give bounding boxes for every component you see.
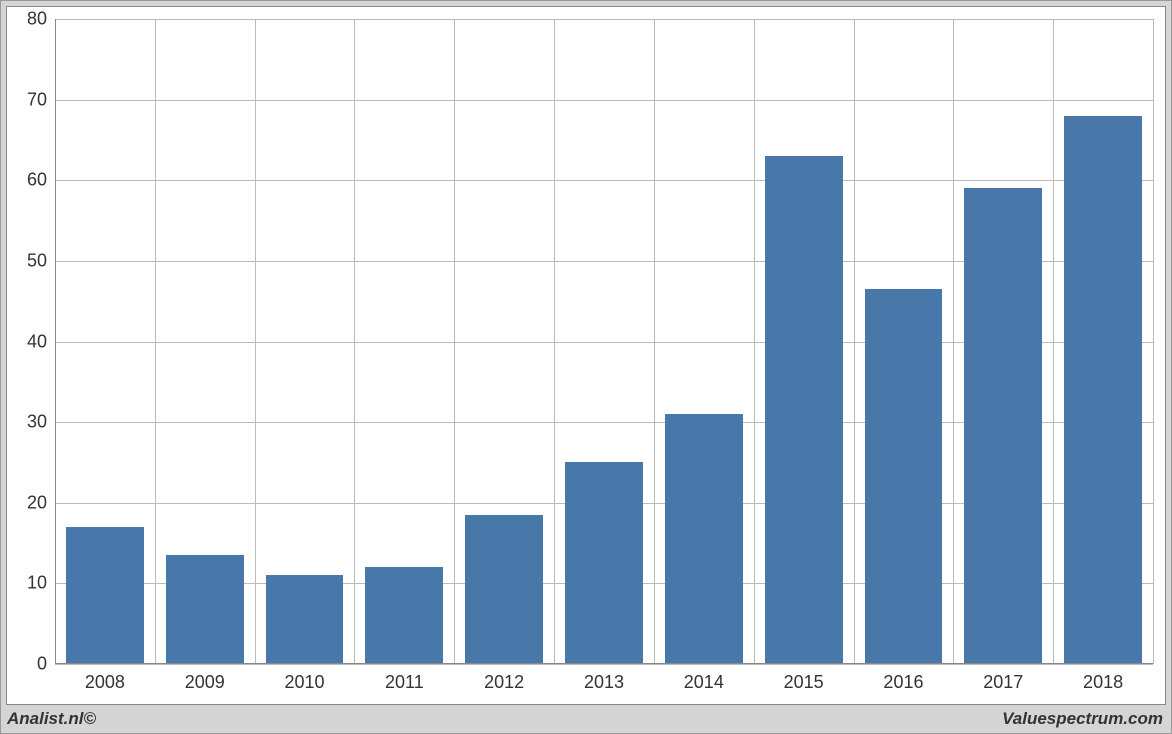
bar — [465, 515, 543, 664]
bar — [665, 414, 743, 664]
gridline-v — [155, 19, 156, 664]
y-tick-label: 40 — [27, 331, 47, 352]
x-tick-label: 2010 — [285, 672, 325, 693]
y-tick-label: 50 — [27, 250, 47, 271]
x-tick-label: 2018 — [1083, 672, 1123, 693]
x-tick-label: 2015 — [784, 672, 824, 693]
y-tick-label: 30 — [27, 412, 47, 433]
x-tick-label: 2016 — [883, 672, 923, 693]
bar — [964, 188, 1042, 664]
y-tick-label: 80 — [27, 9, 47, 30]
x-tick-label: 2008 — [85, 672, 125, 693]
gridline-h — [55, 100, 1153, 101]
x-axis-line — [55, 663, 1153, 664]
gridline-h — [55, 19, 1153, 20]
plot-area: 0102030405060708020082009201020112012201… — [55, 19, 1153, 664]
y-tick-label: 10 — [27, 573, 47, 594]
x-tick-label: 2009 — [185, 672, 225, 693]
x-tick-label: 2013 — [584, 672, 624, 693]
x-tick-label: 2011 — [385, 672, 424, 693]
gridline-v — [255, 19, 256, 664]
chart-container: 0 10 20 30 40 50 60 70 80 2008 2009 2010 2011 2012 201… — [6, 6, 1166, 705]
gridline-v — [854, 19, 855, 664]
gridline-v — [953, 19, 954, 664]
x-tick-label: 2017 — [983, 672, 1023, 693]
gridline-v — [554, 19, 555, 664]
x-tick-label: 2012 — [484, 672, 524, 693]
gridline-v — [654, 19, 655, 664]
y-tick-label: 20 — [27, 492, 47, 513]
bar — [266, 575, 344, 664]
y-tick-label: 0 — [37, 654, 47, 675]
gridline-v — [754, 19, 755, 664]
gridline-v — [1053, 19, 1054, 664]
gridline-v — [454, 19, 455, 664]
bar — [565, 462, 643, 664]
y-axis-line — [55, 19, 56, 664]
bar — [166, 555, 244, 664]
footer-right-credit: Valuespectrum.com — [1002, 709, 1163, 729]
bar — [365, 567, 443, 664]
y-tick-label: 60 — [27, 170, 47, 191]
footer-left-credit: Analist.nl© — [7, 709, 96, 729]
gridline-h — [55, 180, 1153, 181]
gridline-h — [55, 664, 1153, 665]
x-tick-label: 2014 — [684, 672, 724, 693]
gridline-v — [354, 19, 355, 664]
bar — [1064, 116, 1142, 664]
bar — [765, 156, 843, 664]
bar — [865, 289, 943, 664]
y-tick-label: 70 — [27, 89, 47, 110]
bar — [66, 527, 144, 664]
gridline-v — [1153, 19, 1154, 664]
